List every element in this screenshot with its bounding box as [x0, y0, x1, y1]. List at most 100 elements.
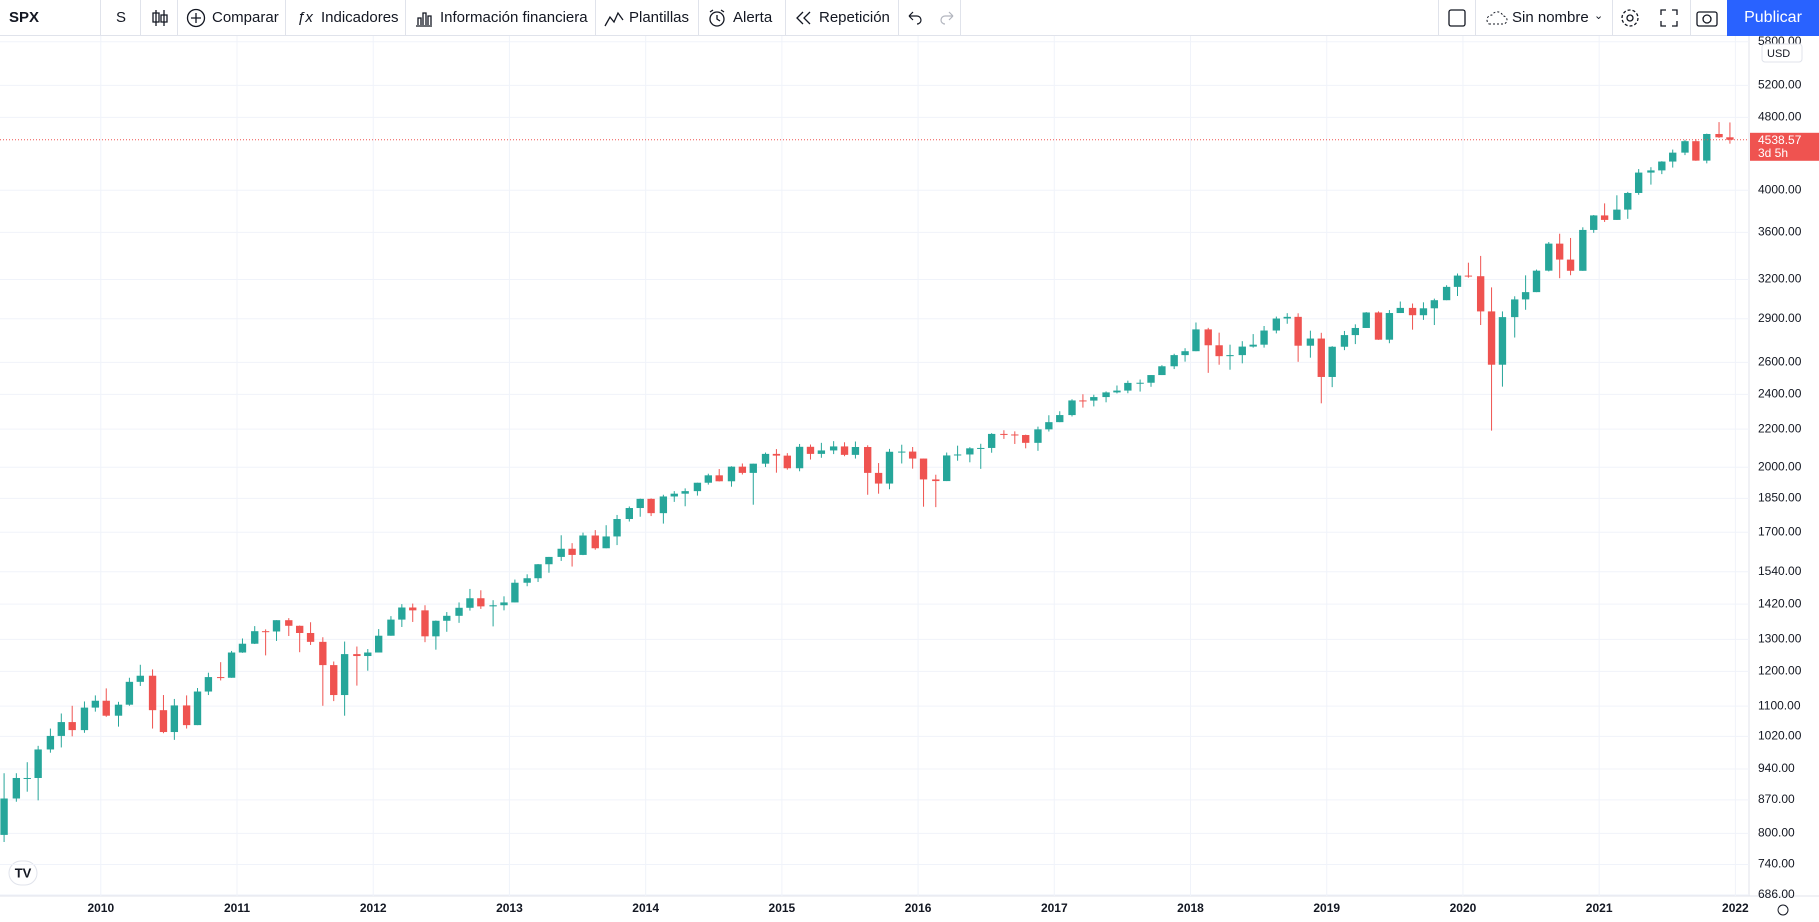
separator [1438, 0, 1439, 36]
last-price-box [1750, 132, 1819, 161]
financials-button[interactable]: Información financiera [440, 9, 588, 26]
alert-button[interactable]: Alerta [733, 9, 773, 26]
candle-body [227, 652, 236, 678]
candle-body [1430, 300, 1439, 309]
candle-body [1260, 330, 1268, 345]
replay-button[interactable]: Repetición [819, 9, 890, 26]
separator [898, 0, 899, 36]
fullscreen-icon[interactable] [1659, 8, 1679, 28]
snapshot-icon[interactable] [1696, 8, 1718, 28]
countdown-label: 3d 5h [1758, 146, 1788, 160]
candle-body [1419, 308, 1428, 316]
y-tick-label: 2600.00 [1758, 355, 1802, 369]
candle-body [1669, 152, 1677, 162]
candle-body [885, 451, 894, 484]
undo-redo[interactable] [906, 10, 956, 26]
candle-body [1658, 161, 1666, 171]
candle-body [398, 607, 406, 620]
candle-body [353, 654, 361, 657]
candle-body [1136, 382, 1144, 384]
x-tick-label: 2022 [1722, 901, 1749, 915]
candle-body [840, 446, 849, 455]
candle-body [1681, 141, 1689, 153]
candle-body [919, 458, 928, 480]
candle-body [1181, 351, 1189, 356]
candle-body [1170, 355, 1178, 367]
candle-body [1011, 434, 1019, 436]
candle-body [1374, 312, 1383, 340]
x-tick-label: 2020 [1450, 901, 1477, 915]
candle-body [1215, 345, 1223, 357]
candle-body [1000, 433, 1008, 435]
candle-body [670, 493, 678, 497]
candle-body [1408, 307, 1417, 316]
chart-type-icon[interactable] [150, 8, 170, 28]
candle-body [1545, 243, 1553, 271]
y-tick-label: 1850.00 [1758, 491, 1802, 505]
financials-icon[interactable] [415, 9, 433, 27]
y-tick-label: 740.00 [1758, 857, 1795, 871]
interval[interactable]: S [116, 9, 127, 26]
candle-body [1566, 259, 1575, 271]
candle-body [977, 447, 985, 449]
currency-button[interactable]: USD [1767, 48, 1790, 60]
x-tick-label: 2017 [1041, 901, 1068, 915]
y-tick-label: 1200.00 [1758, 664, 1802, 678]
x-tick-label: 2010 [87, 901, 114, 915]
candle-body [851, 446, 860, 455]
candle-body [829, 446, 838, 451]
candle-body [783, 455, 792, 469]
candle-body [987, 433, 996, 448]
y-tick-label: 3200.00 [1758, 272, 1802, 286]
layout-name[interactable]: Sin nombre [1512, 9, 1589, 26]
candle-body [125, 681, 134, 705]
candle-body [374, 635, 383, 653]
candle-body [591, 535, 599, 549]
candle-body [1634, 172, 1643, 193]
separator [595, 0, 596, 36]
candles [0, 122, 1734, 842]
compare-button[interactable]: Comparar [212, 9, 279, 26]
cloud-icon[interactable] [1483, 9, 1509, 27]
candle-body [330, 665, 338, 696]
candle-body [1362, 312, 1370, 328]
templates-button[interactable]: Plantillas [629, 9, 690, 26]
candle-body [1249, 344, 1257, 347]
candle-body [1555, 243, 1564, 260]
candle-body [12, 777, 21, 799]
x-tick-label: 2011 [224, 901, 250, 915]
y-tick-label: 870.00 [1758, 792, 1795, 806]
x-tick-label: 2014 [632, 901, 659, 915]
candle-body [1340, 335, 1349, 347]
candle-body [523, 578, 531, 583]
candle-body [1351, 327, 1360, 336]
settings-icon[interactable] [1620, 8, 1640, 28]
y-tick-label: 1420.00 [1758, 596, 1802, 610]
candle-body [1715, 133, 1723, 138]
candle-body [148, 675, 157, 711]
candle-body [204, 677, 213, 692]
layout-icon[interactable] [1448, 9, 1466, 27]
candle-body [91, 700, 100, 708]
candle-body [613, 519, 621, 537]
candle-body [1498, 317, 1507, 365]
alert-icon[interactable] [707, 8, 727, 28]
publish-button[interactable]: Publicar [1727, 0, 1819, 36]
axis-settings-icon[interactable] [1777, 904, 1789, 916]
candle-body [1147, 375, 1155, 383]
dropdown-arrow[interactable]: ⌄ [1594, 10, 1604, 22]
templates-icon[interactable] [604, 9, 624, 27]
indicators-icon[interactable]: ƒx [297, 9, 313, 26]
replay-icon[interactable] [795, 10, 813, 26]
candle-body [114, 704, 123, 716]
candle-body [953, 454, 962, 456]
candle-body [511, 582, 519, 603]
candle-body [806, 446, 815, 454]
symbol[interactable]: SPX [9, 9, 40, 26]
y-tick-label: 686.00 [1758, 887, 1795, 901]
y-tick-label: 1700.00 [1758, 524, 1802, 538]
candle-body [908, 451, 917, 459]
indicators-button[interactable]: Indicadores [321, 9, 399, 26]
compare-icon[interactable] [186, 8, 206, 28]
candle-body [68, 722, 76, 731]
